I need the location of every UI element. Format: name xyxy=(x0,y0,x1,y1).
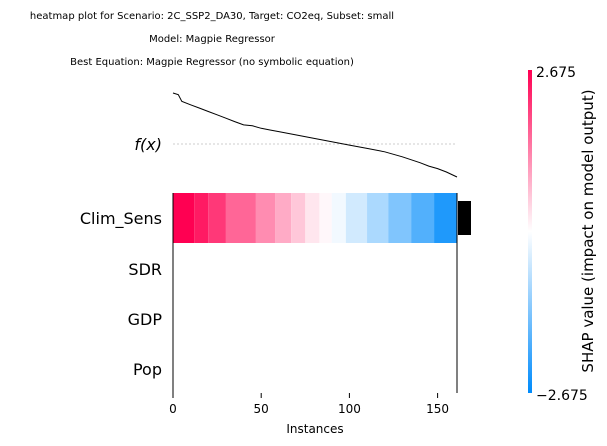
heatmap-cell-clim-sens-5 xyxy=(275,193,292,243)
chart-title-line2: Model: Magpie Regressor xyxy=(149,34,276,45)
heatmap-cell-clim-sens-3 xyxy=(225,193,256,243)
heatmap-cell-clim-sens-9 xyxy=(331,193,346,243)
x-tick-label-100: 100 xyxy=(338,402,361,416)
chart-title-line3: Best Equation: Magpie Regressor (no symb… xyxy=(70,57,354,68)
feature-label-sdr: SDR xyxy=(128,260,162,279)
heatmap-cell-clim-sens-1 xyxy=(194,193,209,243)
x-axis-label: Instances xyxy=(286,422,343,436)
heatmap-cell-clim-sens-11 xyxy=(367,193,389,243)
heatmap-cell-clim-sens-10 xyxy=(345,193,368,243)
heatmap-cell-clim-sens-2 xyxy=(208,193,226,243)
fx-line xyxy=(172,92,458,178)
x-tick-label-50: 50 xyxy=(254,402,269,416)
heatmap-cell-clim-sens-8 xyxy=(319,193,332,243)
heatmap-cell-clim-sens-7 xyxy=(305,193,320,243)
feature-label-pop: Pop xyxy=(133,360,162,379)
fx-label: f(x) xyxy=(134,135,162,154)
feature-label-gdp: GDP xyxy=(128,310,163,329)
chart-title-line1: heatmap plot for Scenario: 2C_SSP2_DA30,… xyxy=(30,11,394,22)
importance-bar-clim-sens xyxy=(458,201,471,235)
heatmap-cell-clim-sens-12 xyxy=(388,193,412,243)
feature-label-clim-sens: Clim_Sens xyxy=(80,209,162,229)
colorbar-label: SHAP value (impact on model output) xyxy=(579,89,597,372)
heatmap-cell-clim-sens-4 xyxy=(255,193,276,243)
x-tick-label-0: 0 xyxy=(169,402,177,416)
x-tick-label-150: 150 xyxy=(426,402,449,416)
heatmap-cells xyxy=(173,193,457,243)
heatmap-cell-clim-sens-6 xyxy=(291,193,306,243)
heatmap-cell-clim-sens-13 xyxy=(411,193,435,243)
heatmap-cell-clim-sens-14 xyxy=(434,193,457,243)
x-axis-ticks: 0 50 100 150 xyxy=(169,393,449,416)
colorbar-max-label: 2.675 xyxy=(536,65,576,81)
heatmap-cell-clim-sens-0 xyxy=(173,193,195,243)
colorbar-min-label: −2.675 xyxy=(536,388,588,404)
feature-importance-bars xyxy=(458,201,471,235)
colorbar xyxy=(528,70,532,393)
